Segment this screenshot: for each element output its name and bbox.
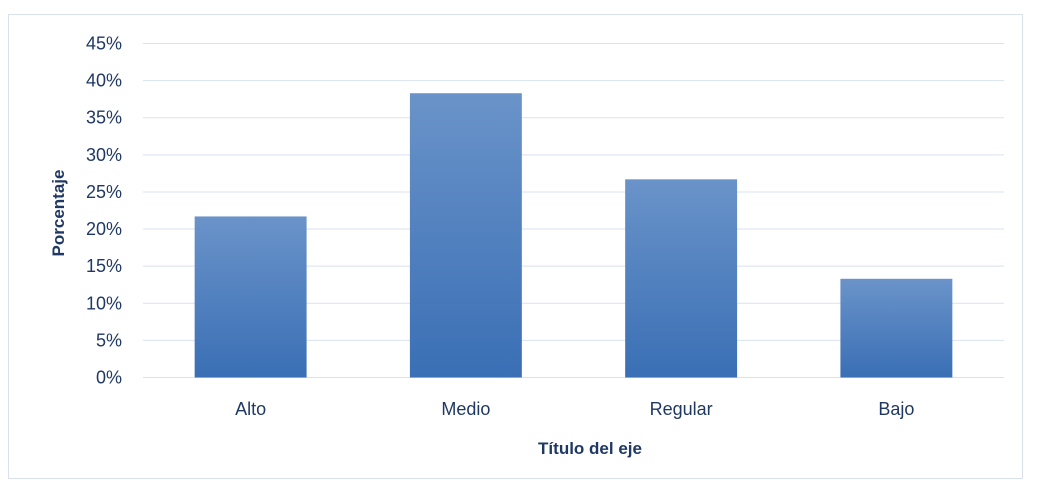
bar-alto <box>194 216 307 378</box>
y-tick-label: 20% <box>86 219 122 239</box>
bars <box>194 93 953 378</box>
y-axis-ticks: 0% 5% 10% 15% 20% 25% 30% 35% 40% 45% <box>86 34 122 388</box>
y-tick-label: 45% <box>86 34 122 54</box>
y-tick-label: 0% <box>96 368 122 388</box>
y-tick-label: 10% <box>86 293 122 313</box>
y-tick-label: 15% <box>86 256 122 276</box>
y-axis-title: Porcentaje <box>49 170 68 257</box>
x-axis-ticks: Alto Medio Regular Bajo <box>235 399 914 419</box>
y-tick-label: 30% <box>86 145 122 165</box>
y-tick-label: 35% <box>86 108 122 128</box>
y-tick-label: 40% <box>86 71 122 91</box>
bar-bajo <box>840 278 953 378</box>
x-tick-label: Medio <box>441 399 490 419</box>
x-tick-label: Alto <box>235 399 266 419</box>
bar-regular <box>625 179 738 378</box>
x-tick-label: Regular <box>650 399 713 419</box>
x-tick-label: Bajo <box>878 399 914 419</box>
bar-medio <box>409 93 522 378</box>
y-tick-label: 5% <box>96 330 122 350</box>
y-tick-label: 25% <box>86 182 122 202</box>
x-axis-title: Título del eje <box>538 439 642 458</box>
